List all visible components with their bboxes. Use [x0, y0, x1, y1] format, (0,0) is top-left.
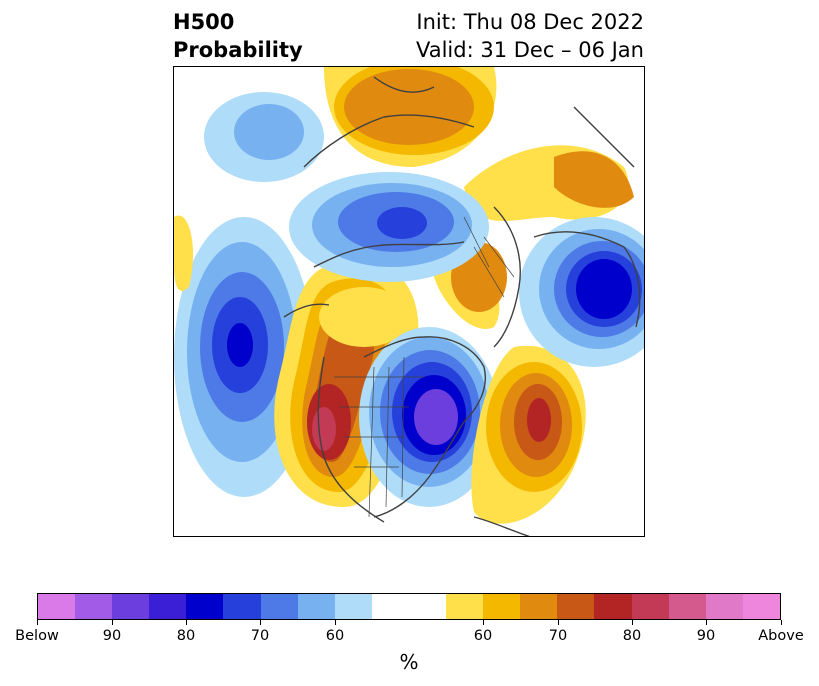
chart-title: H500 Probability [173, 8, 303, 64]
canada-below-anomaly [289, 172, 489, 282]
eastern-trough-below-anomaly [359, 327, 499, 507]
colorbar-swatch [334, 594, 372, 619]
colorbar-tick [483, 620, 484, 625]
map-canvas [174, 67, 644, 536]
pacific-below-anomaly [174, 217, 314, 497]
colorbar-tick [558, 620, 559, 625]
colorbar-tick [781, 620, 782, 625]
colorbar-tick [186, 620, 187, 625]
colorbar-swatch [149, 594, 187, 619]
colorbar-tick [260, 620, 261, 625]
arctic-above-anomaly [319, 67, 634, 347]
colorbar-tick [37, 620, 38, 625]
colorbar-swatch [668, 594, 706, 619]
colorbar-swatch [557, 594, 595, 619]
colorbar-tick-label: Above [758, 628, 804, 644]
colorbar-swatch [371, 594, 409, 619]
colorbar-tick-label: 90 [102, 628, 122, 644]
colorbar-tick-label: 70 [548, 628, 568, 644]
alaska-below-anomaly [204, 92, 324, 182]
colorbar-swatch [186, 594, 224, 619]
colorbar-tick-label: 80 [176, 628, 196, 644]
western-edge-above [174, 215, 194, 291]
colorbar-swatch [38, 594, 76, 619]
valid-range: Valid: 31 Dec – 06 Jan [415, 38, 644, 62]
title-product: Probability [173, 38, 303, 62]
colorbar-tick [706, 620, 707, 625]
colorbar-tick [335, 620, 336, 625]
atlantic-above-anomaly [471, 345, 586, 524]
colorbar-swatch [520, 594, 558, 619]
colorbar-swatch [594, 594, 632, 619]
colorbar-tick-label: 60 [325, 628, 345, 644]
colorbar-tick-label: 90 [696, 628, 716, 644]
colorbar-swatch [631, 594, 669, 619]
init-date: Init: Thu 08 Dec 2022 [416, 10, 644, 34]
coastlines [283, 76, 641, 536]
colorbar-tick [632, 620, 633, 625]
colorbar-swatch [408, 594, 447, 619]
colorbar [37, 593, 781, 620]
borders [334, 216, 515, 518]
colorbar-swatch [446, 594, 484, 619]
colorbar-unit: % [399, 650, 419, 674]
colorbar-swatch [260, 594, 298, 619]
colorbar-swatch [705, 594, 743, 619]
colorbar-tick-label: 80 [622, 628, 642, 644]
chart-dates: Init: Thu 08 Dec 2022 Valid: 31 Dec – 06… [416, 8, 644, 64]
colorbar-tick-label: 60 [473, 628, 493, 644]
colorbar-swatch [112, 594, 150, 619]
colorbar-swatch [75, 594, 113, 619]
colorbar-tick [112, 620, 113, 625]
colorbar-swatch [742, 594, 780, 619]
colorbar-tick-label: Below [15, 628, 59, 644]
colorbar-swatch [297, 594, 335, 619]
title-variable: H500 [173, 10, 235, 34]
eurasia-below-anomaly [519, 217, 644, 367]
colorbar-swatch [223, 594, 261, 619]
colorbar-tick-label: 70 [250, 628, 270, 644]
probability-map [173, 66, 645, 537]
colorbar-swatch [483, 594, 521, 619]
